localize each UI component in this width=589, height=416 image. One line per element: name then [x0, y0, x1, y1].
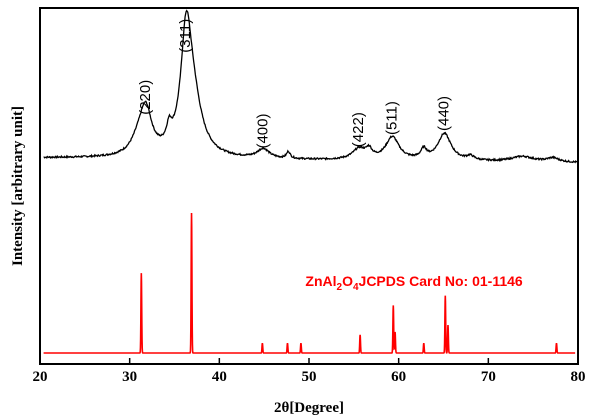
reference-label: ZnAl2O4JCPDS Card No: 01-1146 [305, 273, 523, 293]
x-tick-label: 80 [571, 369, 586, 385]
reference-label-subscript: 4 [353, 282, 359, 293]
x-axis-ticks: 20 30 40 50 60 70 80 [33, 358, 586, 385]
x-tick-label: 70 [481, 369, 496, 385]
x-tick-label: 40 [212, 369, 227, 385]
y-axis-label: Intensity [arbitrary unit] [10, 106, 26, 266]
plot-frame [39, 7, 579, 365]
reference-label-part: O [342, 273, 353, 289]
peak-label: (220) [137, 80, 154, 115]
x-tick-label: 60 [391, 369, 406, 385]
peak-label: (311) [177, 19, 194, 53]
peak-label: (422) [350, 112, 367, 147]
x-tick-label: 30 [122, 369, 137, 385]
series-experimental [43, 9, 579, 164]
peak-label: (400) [254, 114, 271, 149]
peak-label: (440) [435, 96, 452, 131]
series-reference [43, 212, 576, 354]
peak-label: (511) [383, 101, 400, 135]
reference-label-part: JCPDS Card No: 01-1146 [359, 273, 523, 289]
x-tick-label: 50 [302, 369, 317, 385]
reference-label-subscript: 2 [337, 282, 343, 293]
peak-labels: (220) (311) (400) (422) (511) (440) [137, 19, 453, 149]
x-tick-label: 20 [33, 369, 48, 385]
x-axis-label: 2θ[Degree] [274, 400, 344, 416]
reference-label-part: ZnAl [305, 273, 336, 289]
